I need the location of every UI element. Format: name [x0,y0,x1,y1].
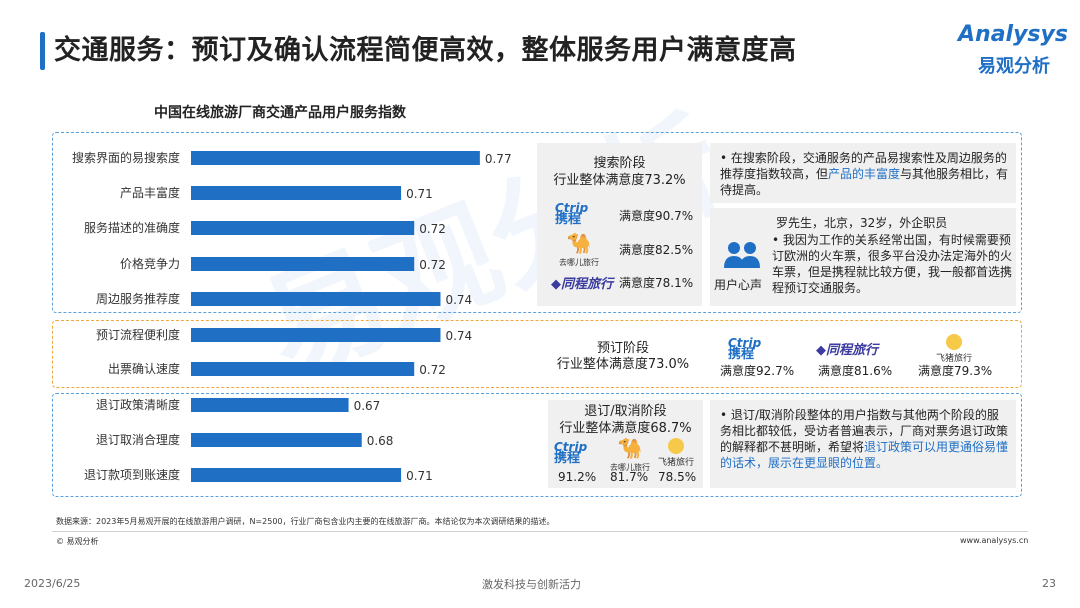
search-tongcheng-satisfaction: 满意度78.1% [619,276,694,290]
qunar-logo: 🐪 去哪儿旅行 [610,436,650,472]
report-date: 2023/6/25 [24,577,81,590]
category-label: 退订款项到账速度 [84,467,180,482]
persona-text: 罗先生，北京，32岁，外企职员 [776,216,948,230]
bar [191,398,349,412]
category-label: 预订流程便利度 [96,327,180,342]
search-insight-text: • 在搜索阶段，交通服务的产品易搜索性及周边服务的推荐度指数较高，但产品的丰富度… [720,151,1009,197]
category-label: 退订取消合理度 [96,432,180,447]
value-label: 0.74 [445,293,472,307]
bar [191,468,402,482]
category-label: 服务描述的准确度 [84,220,180,235]
refund-qunar-satisfaction: 81.7% [610,470,649,484]
value-label: 0.77 [485,152,512,166]
refund-insight-panel: • 退订/取消阶段整体的用户指数与其他两个阶段的服务相比都较低，受访者普遍表示，… [710,400,1016,488]
category-label: 周边服务推荐度 [96,291,180,306]
value-label: 0.74 [445,329,472,343]
bar [191,433,362,447]
bar [191,221,415,235]
search-ctrip-satisfaction: 满意度90.7% [619,209,694,223]
brand-logo-text: Analysys [958,22,1068,47]
booking-stage-overall: 行业整体满意度73.0% [556,357,690,372]
ctrip-logo: Ctrip 携程 [554,440,588,466]
chart-title: 中国在线旅游厂商交通产品用户服务指数 [154,105,406,121]
bar [191,362,415,376]
refund-stage-overall: 行业整体满意度68.7% [559,421,692,436]
bar-chart: 搜索界面的易搜索度 0.77 产品丰富度 0.71 服务描述的准确度 0.72 价格竞争力 0… [72,150,512,483]
value-label: 0.67 [354,399,381,413]
slogan: 激发科技与创新活力 [482,578,581,591]
category-label: 价格竞争力 [120,256,180,271]
bar [191,257,415,271]
refund-stage-name: 退订/取消阶段 [584,404,667,419]
search-insight-panel: • 在搜索阶段，交通服务的产品易搜索性及周边服务的推荐度指数较高，但产品的丰富度… [710,143,1016,203]
search-stage-box [52,132,1022,313]
footer-divider [52,531,1028,532]
refund-ctrip-satisfaction: 91.2% [558,470,597,484]
booking-fliggy-satisfaction: 满意度79.3% [918,364,993,378]
search-stage-overall: 行业整体满意度73.2% [553,173,686,188]
qunar-logo: 🐪 去哪儿旅行 [559,231,599,267]
refund-fliggy-satisfaction: 78.5% [658,470,697,484]
search-qunar-satisfaction: 满意度82.5% [619,243,694,257]
fliggy-logo: 飞猪旅行 [658,438,694,468]
user-voice-panel: 用户心声 罗先生，北京，32岁，外企职员 • 我因为工作的关系经常出国，有时候需… [710,208,1016,306]
value-label: 0.72 [419,258,446,272]
fliggy-logo: 飞猪旅行 [936,334,972,364]
title-accent-bar [40,32,45,70]
value-label: 0.68 [367,434,394,448]
data-source-note: 数据来源：2023年5月易观开展的在线旅游用户调研，N=2500，行业厂商包含业… [56,517,555,526]
brand-logo-cn: 易观分析 [978,56,1050,77]
category-label: 搜索界面的易搜索度 [72,150,180,165]
refund-stage-box [52,393,1022,497]
tongcheng-logo: ◆同程旅行 [816,343,879,358]
bar [191,186,402,200]
bar [191,151,480,165]
page-title: 交通服务：预订及确认流程简便高效，整体服务用户满意度高 [54,35,797,66]
category-label: 出票确认速度 [108,361,180,376]
value-label: 0.72 [419,363,446,377]
page-number: 23 [1042,577,1056,590]
user-voice-label: 用户心声 [714,278,763,292]
bar [191,292,441,306]
refund-stage-panel: 退订/取消阶段 行业整体满意度68.7% Ctrip 携程 🐪 去哪儿旅行 飞猪旅行… [548,400,703,488]
ctrip-logo: Ctrip 携程 [555,201,589,227]
booking-ctrip-satisfaction: 满意度92.7% [720,364,795,378]
bar [191,328,441,342]
tongcheng-logo: ◆同程旅行 [551,277,614,292]
copyright: © 易观分析 [56,537,99,546]
users-icon [724,242,760,268]
search-stage-name: 搜索阶段 [593,156,646,171]
refund-insight-text: • 退订/取消阶段整体的用户指数与其他两个阶段的服务相比都较低，受访者普遍表示，… [720,408,1009,470]
value-label: 0.72 [419,222,446,236]
value-label: 0.71 [406,469,433,483]
value-label: 0.71 [406,187,433,201]
booking-tongcheng-satisfaction: 满意度81.6% [818,364,893,378]
category-label: 退订政策清晰度 [96,397,180,412]
booking-stage-name: 预订阶段 [596,341,649,356]
category-label: 产品丰富度 [120,185,180,200]
ctrip-logo: Ctrip 携程 [728,336,762,362]
website-link[interactable]: www.analysys.cn [960,536,1029,545]
user-quote-text: • 我因为工作的关系经常出国，有时候需要预订欧洲的火车票，很多平台没办法定海外的… [772,233,1013,295]
search-stage-panel: 搜索阶段 行业整体满意度73.2% Ctrip 携程 满意度90.7% 🐪 去哪儿旅… [537,143,702,306]
booking-stage-box [52,320,1022,388]
